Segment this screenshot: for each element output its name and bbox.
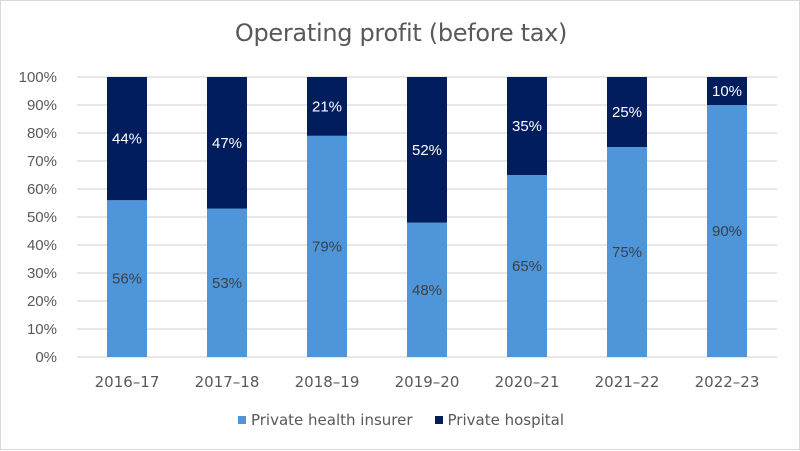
y-tick-label: 70% [27,153,57,170]
y-tick-label: 40% [27,237,57,254]
bar-segment [607,77,647,147]
data-label: 44% [112,131,142,148]
x-tick-label: 2020–21 [495,373,560,391]
y-tick-label: 80% [27,125,57,142]
y-tick-label: 30% [27,265,57,282]
data-label: 79% [312,238,342,255]
x-tick-label: 2018–19 [295,373,360,391]
chart-title: Operating profit (before tax) [234,19,568,47]
bar-segment [407,77,447,223]
data-label: 21% [312,98,342,115]
legend-label: Private health insurer [250,411,413,429]
y-tick-label: 90% [27,97,57,114]
x-tick-label: 2017–18 [195,373,260,391]
bar-segment [407,222,447,357]
data-label: 56% [112,271,142,288]
bar-segment [507,175,547,357]
y-tick-label: 50% [27,209,57,226]
bar-segment [107,200,147,357]
bar-segment [307,77,347,136]
data-label: 47% [212,135,242,152]
y-tick-label: 10% [27,321,57,338]
data-label: 25% [612,104,642,121]
x-tick-label: 2016–17 [95,373,160,391]
bar-segment [707,105,747,357]
bar-segment [707,77,747,105]
data-label: 10% [712,83,742,100]
data-label: 52% [412,142,442,159]
bar-segment [107,77,147,201]
legend-item: Private hospital [434,411,565,429]
bar-segment [507,77,547,175]
y-tick-label: 0% [35,349,57,366]
x-tick-label: 2019–20 [395,373,460,391]
bar-segment [207,77,247,209]
x-tick-label: 2021–22 [595,373,660,391]
y-tick-label: 20% [27,293,57,310]
data-label: 48% [412,282,442,299]
x-tick-label: 2022–23 [695,373,760,391]
data-label: 53% [212,275,242,292]
legend-item: Private health insurer [237,411,413,429]
data-label: 35% [512,118,542,135]
legend-swatch [434,416,443,424]
bar-segment [307,135,347,357]
data-label: 75% [612,244,642,261]
chart-legend: Private health insurer Private hospital [1,411,800,429]
legend-swatch [237,416,246,424]
y-tick-label: 60% [27,181,57,198]
bar-segment [207,208,247,357]
y-tick-label: 100% [19,69,57,86]
bar-segment [607,147,647,357]
data-label: 90% [712,223,742,240]
data-label: 65% [512,258,542,275]
legend-label: Private hospital [447,411,565,429]
